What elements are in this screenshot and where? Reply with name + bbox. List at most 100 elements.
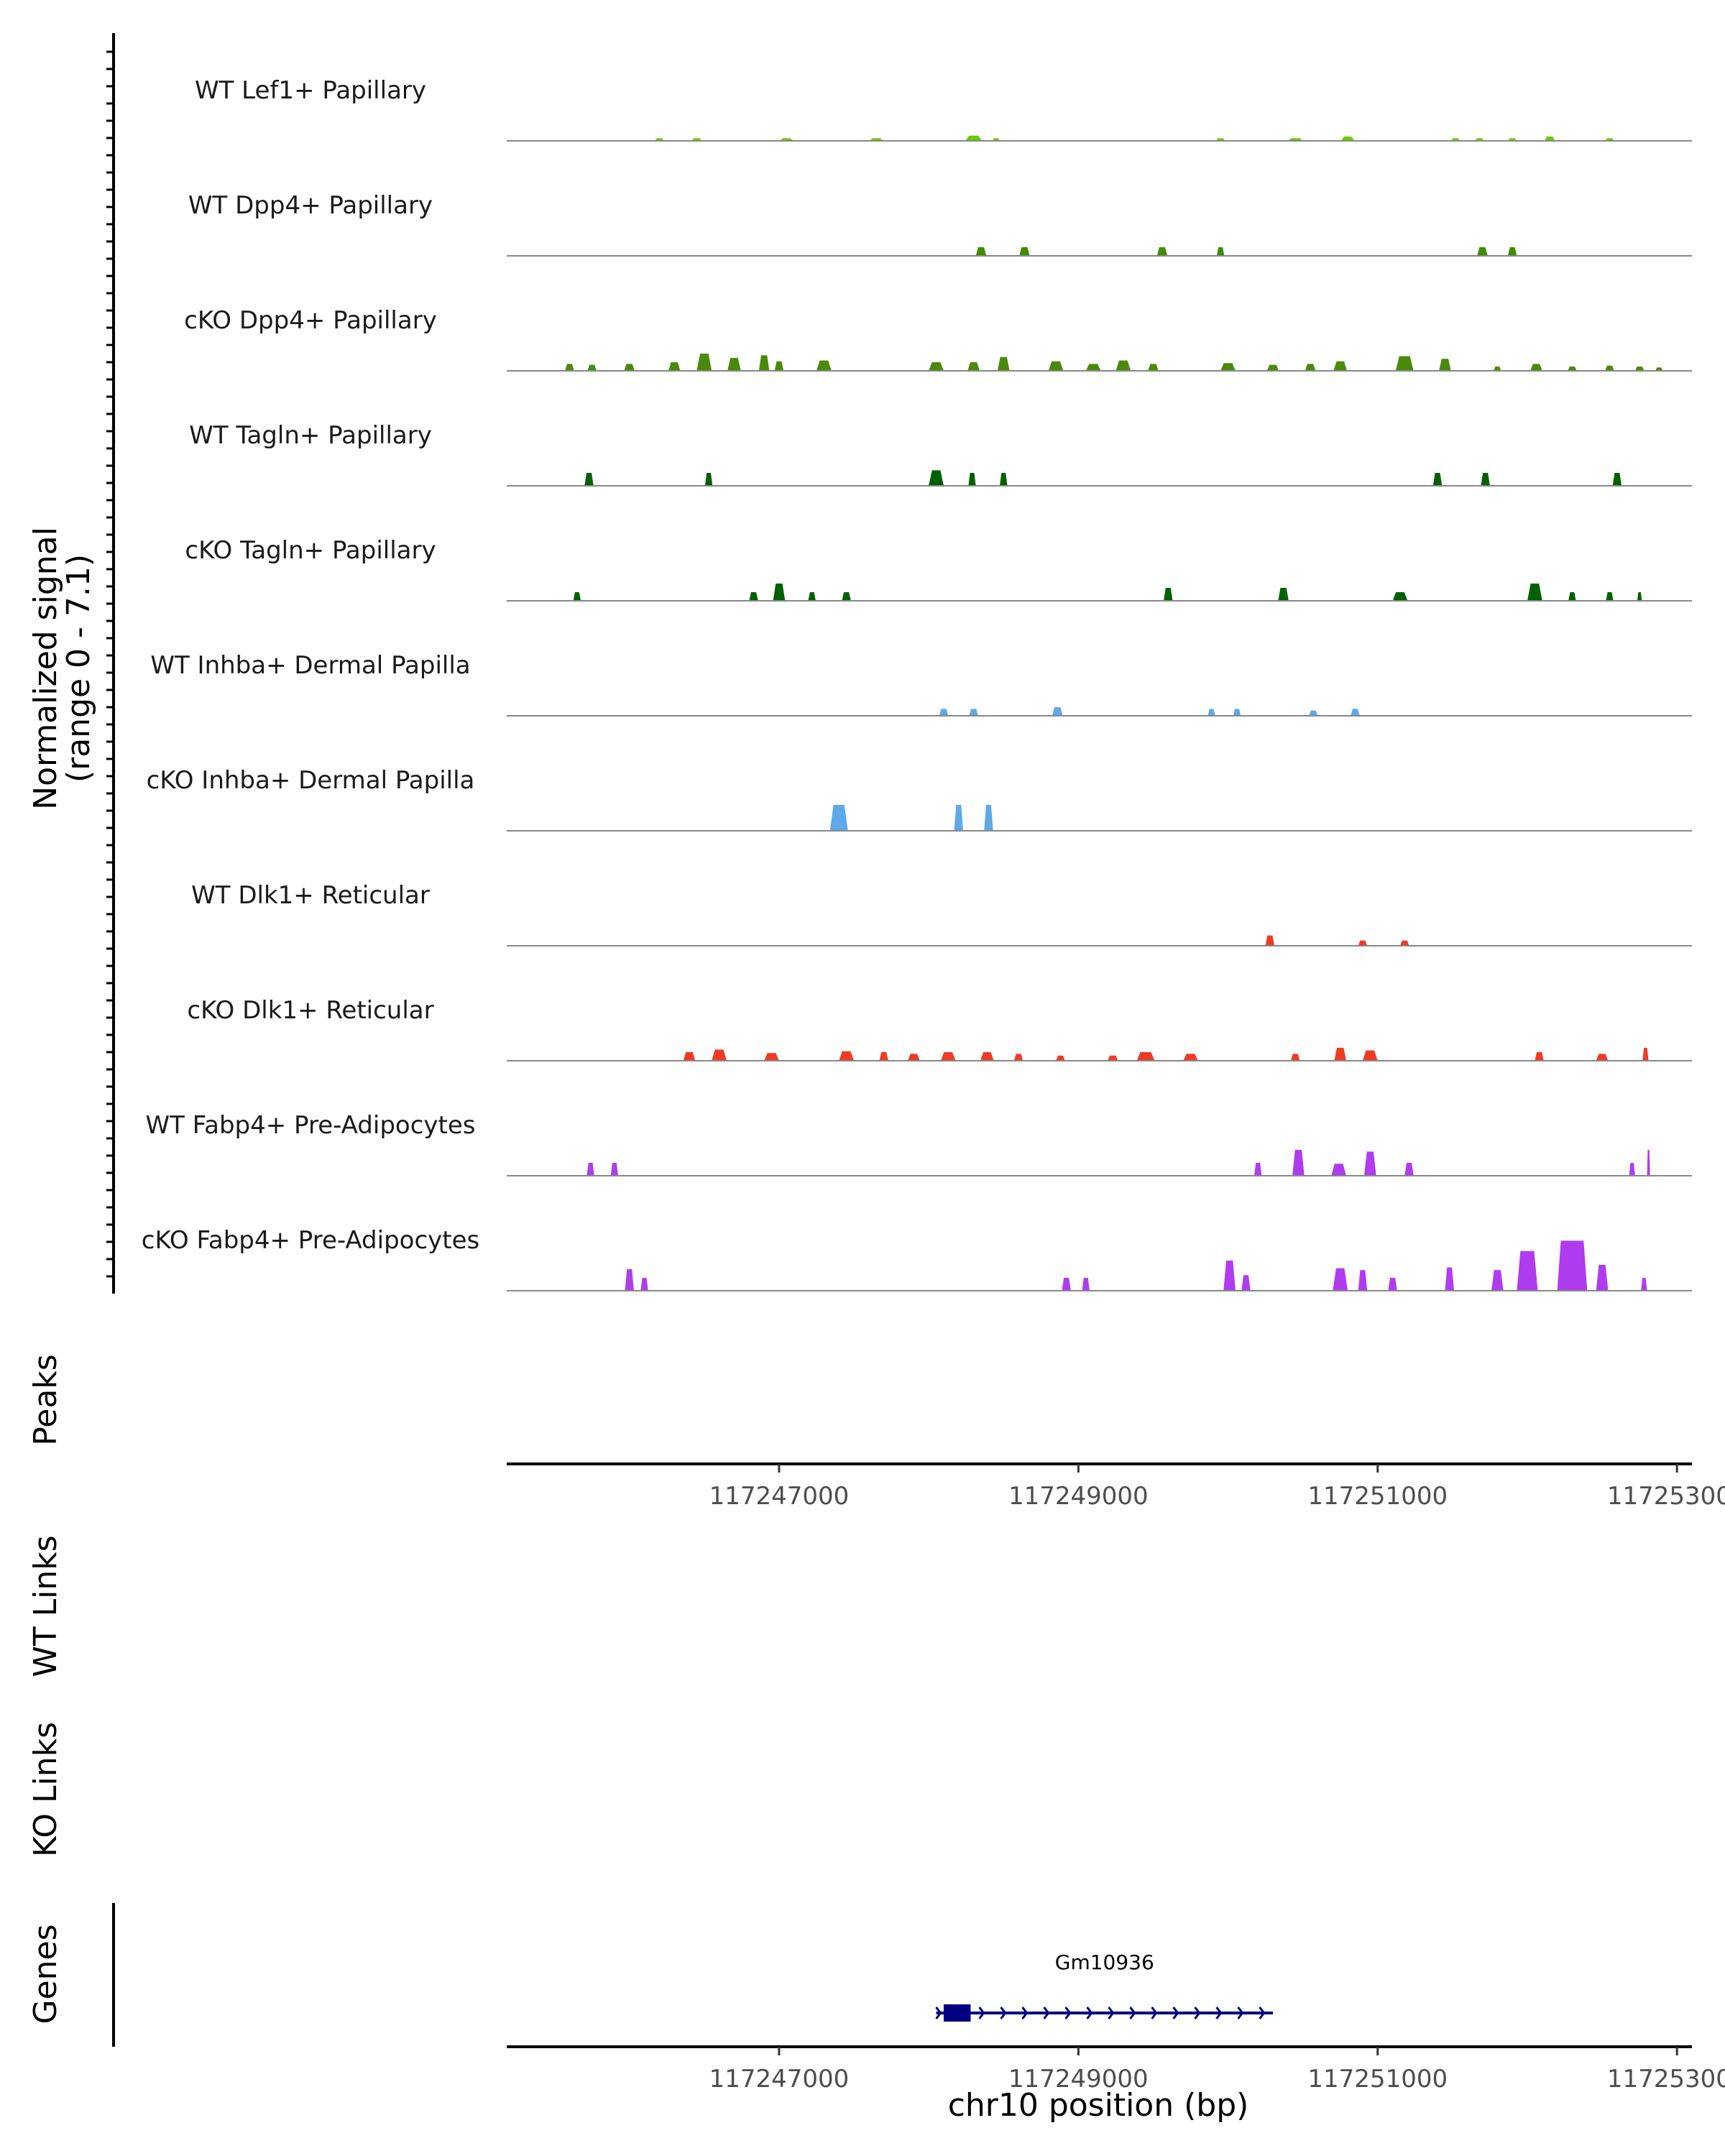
- signal-peak: [1432, 473, 1443, 486]
- signal-peak: [758, 355, 770, 371]
- signal-peak: [1605, 365, 1614, 371]
- signal-peak: [1062, 1278, 1071, 1291]
- signal-peak: [1351, 709, 1360, 716]
- signal-peak: [1056, 1055, 1065, 1061]
- track-label: WT Lef1+ Papillary: [195, 76, 426, 105]
- signal-peak: [668, 362, 681, 371]
- signal-peak: [1557, 1240, 1588, 1291]
- signal-peak: [1265, 935, 1275, 946]
- strand-arrow: [1194, 2007, 1201, 2019]
- signal-peak: [712, 1049, 727, 1061]
- signal-peak: [1535, 1052, 1544, 1061]
- signal-peak: [573, 592, 581, 601]
- x-tick-label: 117249000: [1008, 2065, 1149, 2093]
- signal-peak: [1254, 1163, 1262, 1176]
- signal-peak: [1494, 367, 1501, 371]
- track-label: cKO Dlk1+ Reticular: [187, 996, 433, 1025]
- signal-peak: [908, 1054, 920, 1061]
- strand-arrow: [1000, 2007, 1007, 2019]
- signal-peak: [1220, 363, 1236, 371]
- signal-peak: [968, 473, 976, 486]
- signal-peak: [816, 360, 832, 371]
- signal-peak: [1223, 1261, 1236, 1291]
- track-label: cKO Inhba+ Dermal Papilla: [147, 766, 475, 795]
- track-8: WT Dlk1+ Reticular: [191, 881, 1692, 946]
- signal-peak: [727, 358, 741, 371]
- signal-peak: [1395, 356, 1414, 371]
- signal-peak: [610, 1163, 619, 1176]
- signal-peak: [1048, 361, 1064, 371]
- strand-arrow: [957, 2007, 964, 2019]
- track-label: WT Dlk1+ Reticular: [191, 881, 430, 910]
- signal-peak: [1208, 709, 1215, 716]
- signal-peak: [967, 362, 980, 371]
- signal-peak: [704, 473, 713, 486]
- signal-peak: [1544, 137, 1555, 141]
- signal-peak: [1596, 1054, 1609, 1061]
- signal-peak: [1629, 1163, 1635, 1176]
- signal-peak: [984, 805, 993, 831]
- signal-peak: [1000, 473, 1008, 486]
- strand-arrow: [1151, 2007, 1158, 2019]
- x-tick-label: 117251000: [1307, 2065, 1448, 2093]
- track-label: WT Fabp4+ Pre-Adipocytes: [146, 1111, 476, 1140]
- x-tick-label: 117249000: [1008, 1482, 1149, 1511]
- signal-peak: [997, 356, 1010, 371]
- signal-peak: [640, 1278, 648, 1291]
- signal-peak: [1116, 360, 1131, 371]
- signal-peak: [1637, 592, 1642, 601]
- track-label: WT Dpp4+ Papillary: [188, 191, 433, 220]
- signal-peak: [1445, 1267, 1454, 1291]
- signal-peak: [1333, 361, 1348, 371]
- signal-peak: [584, 473, 594, 486]
- genes-track-label: Genes: [27, 1924, 64, 2024]
- signal-peak: [1340, 137, 1355, 141]
- signal-peak: [1164, 588, 1173, 601]
- signal-peak: [1400, 940, 1409, 946]
- signal-peak: [1362, 1050, 1378, 1061]
- y-axis-range-label: (range 0 - 7.1): [60, 554, 97, 783]
- signal-peak: [969, 709, 978, 716]
- signal-peak: [1392, 592, 1408, 601]
- signal-peak: [929, 470, 944, 486]
- signal-peak: [1634, 367, 1644, 371]
- gene-exon: [943, 2004, 971, 2022]
- strand-arrow: [1259, 2007, 1266, 2019]
- ko-links-track-label: KO Links: [27, 1722, 64, 1857]
- signal-peak: [1292, 1150, 1305, 1176]
- signal-peak: [774, 361, 784, 371]
- strand-arrow: [1237, 2007, 1244, 2019]
- x-axis-title: chr10 position (bp): [948, 2087, 1249, 2124]
- signal-peak: [764, 1053, 779, 1061]
- track-1: WT Lef1+ Papillary: [195, 76, 1692, 142]
- signal-peak: [929, 362, 944, 371]
- signal-peak: [1082, 1278, 1090, 1291]
- strand-arrow: [1021, 2007, 1029, 2019]
- signal-peak: [1019, 247, 1030, 256]
- signal-peak: [565, 364, 574, 371]
- signal-peak: [1334, 1048, 1346, 1061]
- signal-peak: [1358, 940, 1368, 946]
- bottom-x-axis-ticks: 117247000 117249000 117251000 117253000: [709, 2047, 1725, 2093]
- signal-peak: [879, 1052, 888, 1061]
- gene-model: [935, 2004, 1274, 2022]
- track-10: WT Fabp4+ Pre-Adipocytes: [146, 1111, 1692, 1176]
- track-2: WT Dpp4+ Papillary: [188, 191, 1692, 257]
- signal-y-axis-ticks: [106, 50, 114, 1278]
- track-3: cKO Dpp4+ Papillary: [184, 306, 1692, 372]
- signal-peak: [1527, 584, 1542, 601]
- signal-peak: [1233, 709, 1241, 716]
- signal-peak: [1156, 247, 1168, 256]
- signal-peak: [1108, 1055, 1118, 1061]
- peaks-track-label: Peaks: [27, 1354, 64, 1445]
- track-label: cKO Dpp4+ Papillary: [184, 306, 437, 335]
- signal-peak: [1606, 592, 1614, 601]
- signal-peak: [808, 592, 816, 601]
- signal-peak: [980, 1052, 994, 1061]
- signal-peak: [842, 592, 851, 601]
- signal-peak: [587, 364, 597, 371]
- strand-arrow: [978, 2007, 985, 2019]
- gene-name-label: Gm10936: [1055, 1950, 1154, 1974]
